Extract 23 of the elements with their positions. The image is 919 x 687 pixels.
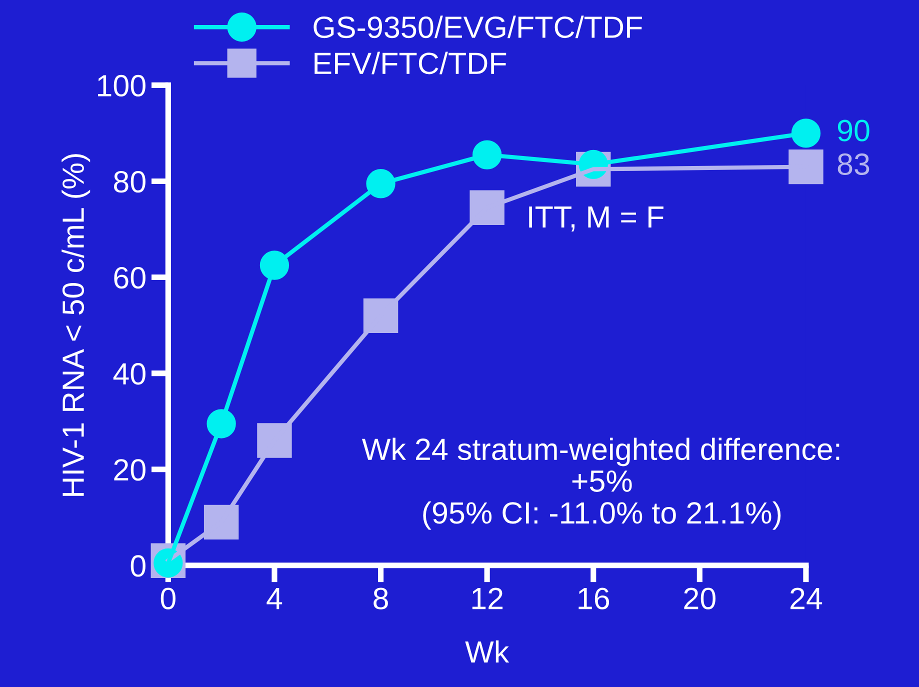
y-tick-label: 40 <box>113 363 146 385</box>
legend-label: EFV/FTC/TDF <box>314 52 506 74</box>
x-tick-label: 20 <box>684 588 716 610</box>
y-tick-label: 20 <box>114 459 146 481</box>
x-axis-title: Wk <box>465 640 510 663</box>
x-tick-label: 8 <box>374 588 388 610</box>
x-tick-label: 4 <box>266 588 282 610</box>
annotation: Wk 24 stratum-weighted difference: +5% (95% CI: -11.0% to 21.1%) <box>362 438 840 530</box>
point <box>788 149 824 184</box>
x-tick-label: 24 <box>790 588 822 610</box>
x-tick-label: 0 <box>160 588 176 610</box>
y-tick-label: 0 <box>130 555 146 577</box>
legend-label: GS-9350/EVG/FTC/TDF <box>314 16 642 38</box>
data-label: 83 <box>838 153 870 176</box>
data-label: 90 <box>838 120 870 142</box>
x-tick-label: 16 <box>578 588 610 610</box>
y-tick-label: 100 <box>98 74 146 97</box>
point <box>791 118 821 148</box>
y-tick-label: 80 <box>114 170 146 193</box>
y-tick-label: 60 <box>114 267 146 289</box>
x-tick-label: 12 <box>472 588 503 610</box>
y-axis-title: HIV-1 RNA < 50 c/mL (%) <box>62 154 90 496</box>
annotation: ITT, M = F <box>529 206 664 232</box>
